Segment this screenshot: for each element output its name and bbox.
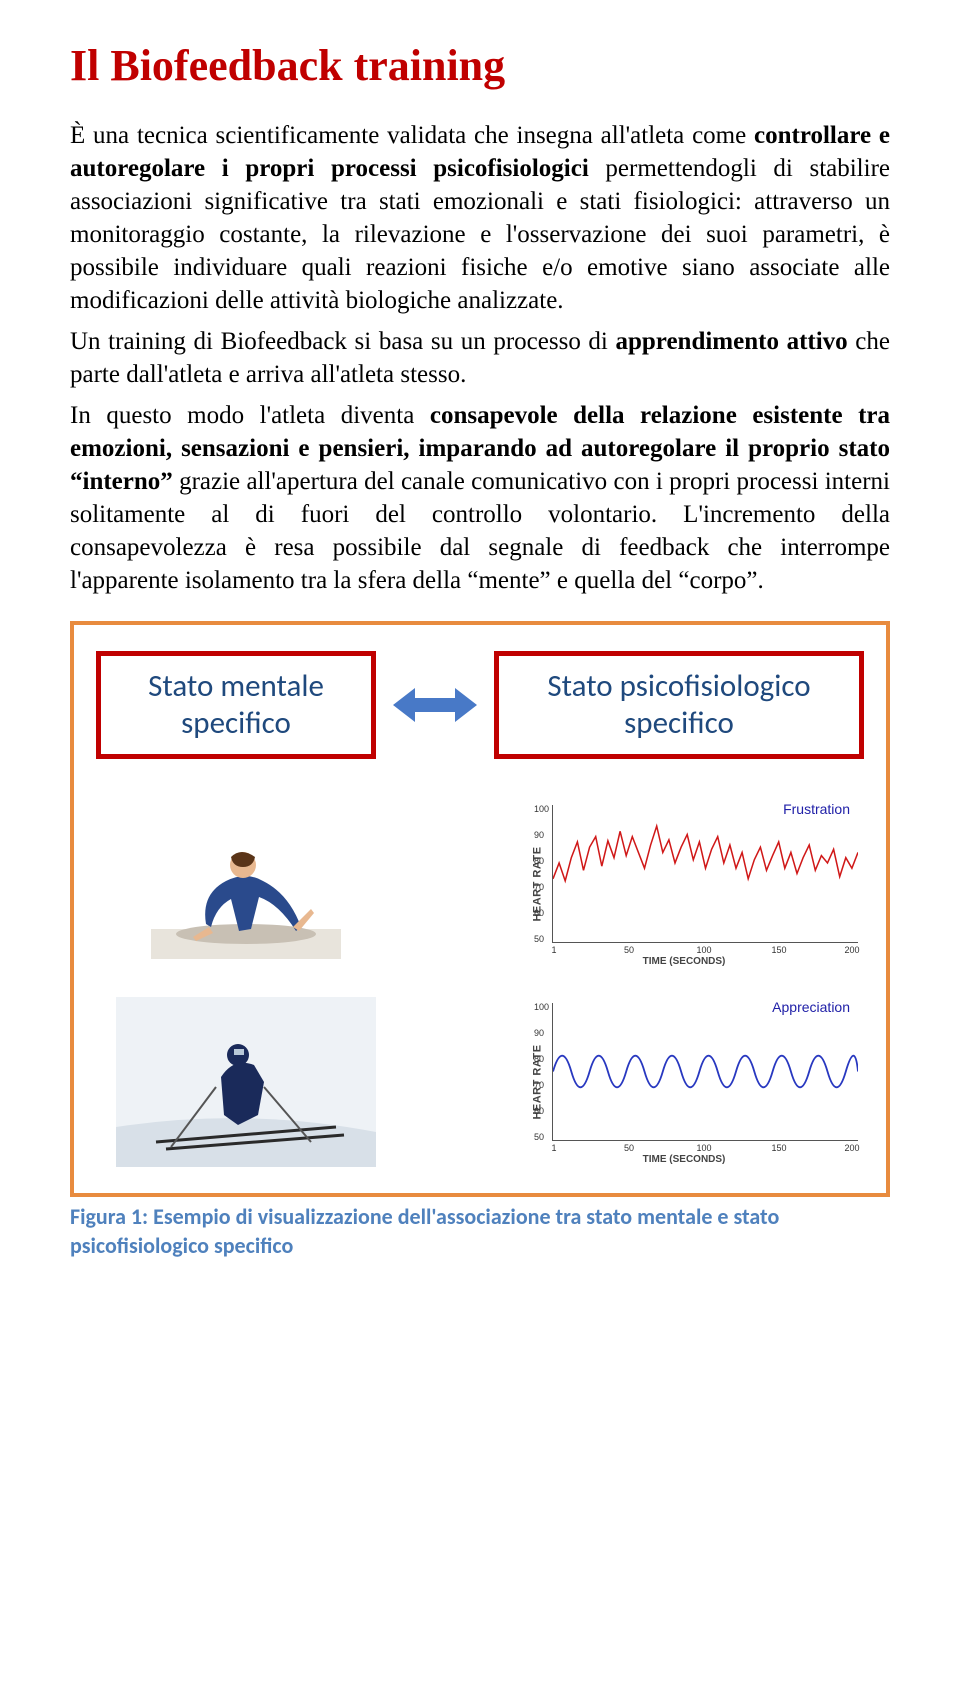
chart1-plot-area [552, 805, 858, 943]
state-box-psycho-l1: Stato psicofisiologico [527, 668, 831, 705]
p3-text-c: grazie all'apertura del canale comunicat… [70, 468, 890, 594]
p1-text-a: È una tecnica scientificamente validata … [70, 122, 754, 149]
chart2-ytick: 80 [534, 1054, 544, 1064]
state-box-mental-l1: Stato mentale [129, 668, 343, 705]
diagram-frame: Stato mentale specifico Stato psicofisio… [70, 621, 890, 1197]
chart2-ytick: 100 [534, 1002, 549, 1012]
athlete-skier-image [96, 997, 396, 1167]
chart2-ytick: 50 [534, 1132, 544, 1142]
chart1-ytick: 100 [534, 804, 549, 814]
chart1-line [553, 826, 858, 881]
chart1-xlabel: TIME (SECONDS) [643, 956, 726, 967]
frustration-chart: HEART RATE TIME (SECONDS) 100 90 80 70 6… [504, 799, 864, 969]
chart2-xtick: 100 [696, 1143, 711, 1153]
chart2-plot-area [552, 1003, 858, 1141]
chart1-ytick: 50 [534, 934, 544, 944]
chart2-xtick: 200 [844, 1143, 859, 1153]
chart1-title: Frustration [783, 801, 850, 817]
p2-text-a: Un training di Biofeedback si basa su un… [70, 328, 616, 355]
chart2-xlabel: TIME (SECONDS) [643, 1154, 726, 1165]
chart2-ytick: 60 [534, 1106, 544, 1116]
chart1-xtick: 50 [624, 945, 634, 955]
chart2-xtick: 1 [551, 1143, 556, 1153]
p2-text-b: apprendimento attivo [616, 328, 848, 355]
chart2-xtick: 50 [624, 1143, 634, 1153]
state-box-mental-l2: specifico [129, 705, 343, 742]
p3-text-a: In questo modo l'atleta diventa [70, 402, 430, 429]
diagram-row-boxes: Stato mentale specifico Stato psicofisio… [96, 651, 864, 759]
chart2-title: Appreciation [772, 999, 850, 1015]
bidirectional-arrow-icon [393, 684, 477, 726]
chart2-xtick: 150 [771, 1143, 786, 1153]
state-box-psycho: Stato psicofisiologico specifico [494, 651, 864, 759]
paragraph-3: In questo modo l'atleta diventa consapev… [70, 399, 890, 597]
chart1-xtick: 150 [771, 945, 786, 955]
athlete-gymnast-image [96, 799, 396, 969]
chart1-ytick: 90 [534, 830, 544, 840]
diagram-row-3: HEART RATE TIME (SECONDS) 100 90 80 70 6… [96, 997, 864, 1167]
chart2-ytick: 90 [534, 1028, 544, 1038]
chart1-ytick: 70 [534, 882, 544, 892]
chart2-line [553, 1056, 858, 1088]
state-box-mental: Stato mentale specifico [96, 651, 376, 759]
chart1-ytick: 60 [534, 908, 544, 918]
paragraph-1: È una tecnica scientificamente validata … [70, 119, 890, 317]
chart1-xtick: 200 [844, 945, 859, 955]
appreciation-chart: HEART RATE TIME (SECONDS) 100 90 80 70 6… [504, 997, 864, 1167]
chart1-xtick: 100 [696, 945, 711, 955]
state-box-psycho-l2: specifico [527, 705, 831, 742]
chart2-ytick: 70 [534, 1080, 544, 1090]
diagram-row-2: HEART RATE TIME (SECONDS) 100 90 80 70 6… [96, 799, 864, 969]
figure-caption: Figura 1: Esempio di visualizzazione del… [70, 1203, 890, 1259]
chart1-ytick: 80 [534, 856, 544, 866]
page-title: Il Biofeedback training [70, 40, 890, 91]
chart1-xtick: 1 [551, 945, 556, 955]
paragraph-2: Un training di Biofeedback si basa su un… [70, 325, 890, 391]
